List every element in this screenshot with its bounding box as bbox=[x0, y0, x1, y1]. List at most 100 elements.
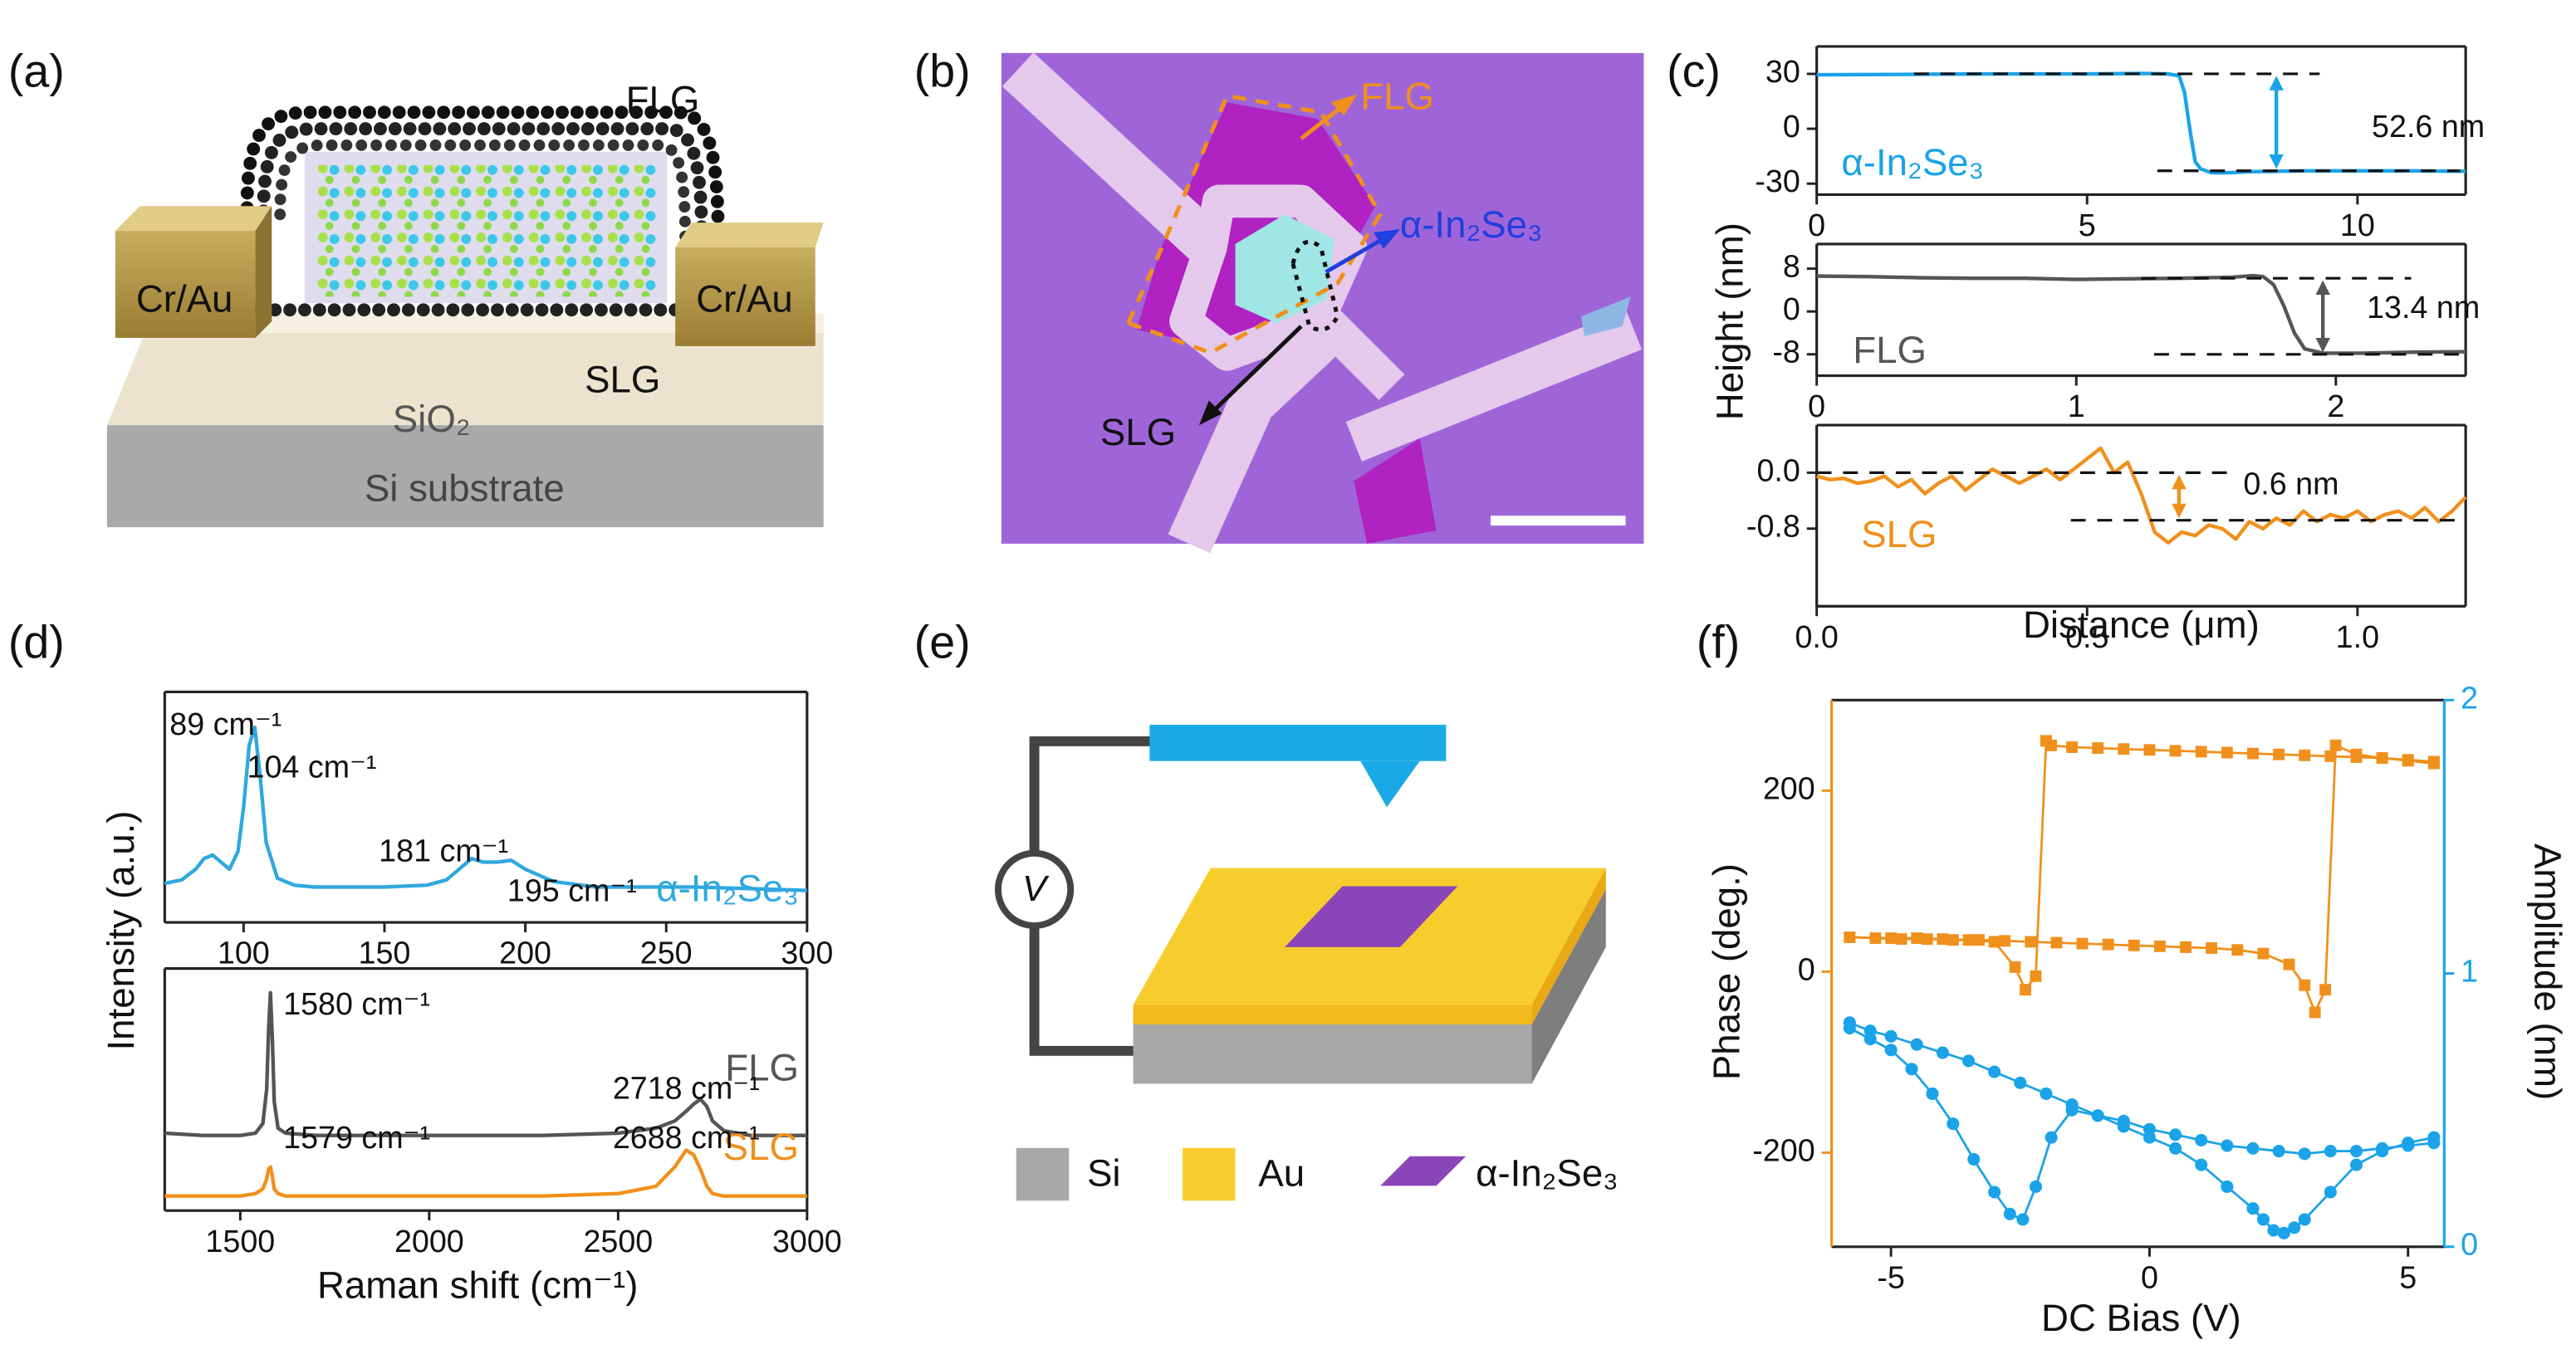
data-point bbox=[2016, 1213, 2030, 1226]
data-point bbox=[2376, 1145, 2389, 1158]
data-point bbox=[2029, 1180, 2042, 1193]
slg-region bbox=[1354, 438, 1437, 544]
data-point bbox=[2169, 1128, 2182, 1142]
data-point bbox=[1911, 932, 1923, 944]
au-side bbox=[1531, 868, 1606, 1025]
label: SLG bbox=[1100, 411, 1176, 453]
data-point bbox=[1844, 931, 1856, 943]
data-point bbox=[2349, 1145, 2363, 1158]
data-line bbox=[1849, 1027, 2434, 1221]
slg-outline bbox=[1290, 239, 1340, 332]
data-point bbox=[2003, 1207, 2016, 1220]
data-point bbox=[2288, 1221, 2301, 1234]
data-line bbox=[1816, 446, 2467, 545]
data-point bbox=[1926, 1087, 1939, 1100]
data-point bbox=[2376, 752, 2388, 765]
data-point bbox=[2299, 749, 2311, 761]
micrograph-b: FLG α-In₂Se₃ SLG bbox=[1001, 52, 1644, 554]
data-point bbox=[2324, 750, 2337, 762]
x-axis-label: Raman shift (cm⁻¹) bbox=[317, 1264, 638, 1306]
arrowhead bbox=[1198, 400, 1222, 426]
data-point bbox=[2283, 958, 2295, 970]
crystal bbox=[1235, 214, 1335, 324]
x-tick-label: 0.5 bbox=[2065, 619, 2108, 654]
y-axis-label: Height (nm) bbox=[1709, 222, 1751, 420]
data-point bbox=[1947, 1117, 1960, 1131]
crystal-layers bbox=[312, 164, 659, 297]
substrate bbox=[106, 425, 824, 528]
data-line bbox=[1849, 739, 2434, 991]
peak-label: 1579 cm⁻¹ bbox=[283, 1120, 430, 1155]
x-tick-label: 150 bbox=[359, 936, 411, 970]
y2-tick-label: 0 bbox=[2461, 1227, 2478, 1262]
data-point bbox=[2247, 747, 2259, 760]
y2-axis-label: Amplitude (nm) bbox=[2526, 843, 2569, 1100]
data-point bbox=[2091, 1109, 2104, 1122]
data-line bbox=[164, 1148, 807, 1198]
data-point bbox=[2246, 1142, 2260, 1155]
contact-side bbox=[255, 206, 272, 338]
x-tick-label: 250 bbox=[640, 936, 693, 970]
data-line bbox=[164, 990, 807, 1137]
data-point bbox=[2143, 744, 2156, 756]
series-label: SLG bbox=[723, 1126, 799, 1168]
data-point bbox=[2231, 944, 2244, 956]
data-line bbox=[164, 725, 807, 892]
contact bbox=[115, 231, 256, 338]
series-label: SLG bbox=[1861, 513, 1937, 555]
y-tick-label: 0 bbox=[1783, 291, 1800, 326]
legend-label: Si bbox=[1087, 1152, 1121, 1195]
legend-swatch bbox=[1016, 1147, 1070, 1201]
data-point bbox=[1967, 1152, 1981, 1166]
data-point bbox=[2427, 1131, 2441, 1144]
data-point bbox=[2319, 984, 2332, 996]
x-tick-label: 0.0 bbox=[1795, 619, 1838, 654]
data-point bbox=[2221, 746, 2233, 759]
x-tick-label: 0 bbox=[1808, 389, 1825, 423]
arrow bbox=[1325, 233, 1390, 274]
label: Si substrate bbox=[365, 467, 565, 509]
data-point bbox=[2350, 751, 2363, 763]
data-point bbox=[2195, 746, 2207, 758]
data-point bbox=[2143, 1131, 2156, 1144]
data-point bbox=[2298, 1213, 2311, 1226]
data-point bbox=[2195, 1133, 2208, 1146]
panel-label: (d) bbox=[8, 617, 65, 668]
panel-label: (e) bbox=[914, 617, 971, 668]
x-tick-label: 5 bbox=[2079, 208, 2096, 242]
data-point bbox=[2169, 1142, 2182, 1155]
arrowhead bbox=[1374, 229, 1400, 249]
panel-label: (f) bbox=[1697, 617, 1740, 668]
schematic-a: FLG Cr/Au Cr/Au SLG SiO₂ Si substrate bbox=[106, 78, 824, 528]
flg-outline bbox=[1125, 93, 1383, 355]
data-point bbox=[2273, 748, 2285, 760]
source bbox=[994, 849, 1075, 930]
x-tick-label: 0 bbox=[1808, 208, 1825, 242]
wire bbox=[1029, 736, 1153, 1056]
series-label: FLG bbox=[725, 1047, 799, 1089]
x-axis-label: DC Bias (V) bbox=[2041, 1297, 2241, 1339]
peak-label: 181 cm⁻¹ bbox=[379, 834, 508, 868]
panel-label: (a) bbox=[8, 45, 65, 96]
data-point bbox=[2050, 936, 2063, 949]
y-tick-label: 8 bbox=[1783, 249, 1800, 284]
data-point bbox=[1988, 936, 2001, 948]
y-tick-label: 0.0 bbox=[1756, 452, 1800, 487]
label: Cr/Au bbox=[136, 277, 233, 320]
data-point bbox=[2153, 940, 2166, 952]
data-point bbox=[1937, 933, 1949, 946]
x-tick-label: 0 bbox=[2141, 1259, 2158, 1294]
cantilever bbox=[1149, 725, 1447, 761]
legend-swatch bbox=[1380, 1156, 1467, 1186]
data-point bbox=[2221, 1139, 2234, 1152]
series-label: FLG bbox=[1853, 329, 1927, 371]
legend-label: Au bbox=[1258, 1152, 1305, 1195]
data-point bbox=[2020, 984, 2031, 996]
contact-top bbox=[115, 206, 272, 232]
oxide-top bbox=[123, 313, 824, 334]
data-point bbox=[1843, 1016, 1856, 1029]
data-point bbox=[2076, 937, 2089, 950]
data-point bbox=[1936, 1046, 1949, 1059]
arrow bbox=[1207, 325, 1303, 417]
